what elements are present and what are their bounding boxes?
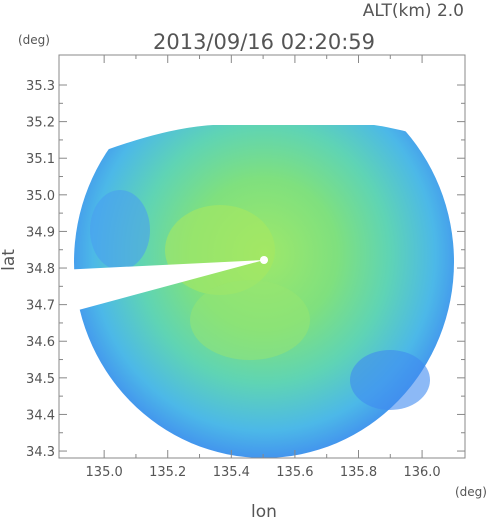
chart-title: 2013/09/16 02:20:59 xyxy=(153,30,375,54)
plot-frame xyxy=(58,54,466,459)
y-tick-label: 34.4 xyxy=(26,408,55,423)
x-tick-label: 135.2 xyxy=(149,465,186,480)
x-tick-label: 135.4 xyxy=(213,465,250,480)
subtitle: ALT(km) 2.0 xyxy=(363,1,464,21)
y-tick-label: 34.8 xyxy=(26,262,55,277)
y-tick-label: 34.7 xyxy=(26,299,55,314)
x-axis-label: lon xyxy=(251,502,277,521)
y-tick-label: 35.0 xyxy=(26,189,55,204)
x-tick-label: 135.6 xyxy=(276,465,313,480)
y-tick-label: 35.3 xyxy=(26,79,55,94)
x-tick-label: 136.0 xyxy=(403,465,440,480)
y-unit: (deg) xyxy=(18,33,50,47)
x-tick-label: 135.0 xyxy=(86,465,123,480)
y-axis-label: lat xyxy=(0,249,19,271)
x-unit: (deg) xyxy=(455,485,487,499)
y-tick-label: 34.6 xyxy=(26,335,55,350)
radar-site xyxy=(260,256,268,264)
y-tick-label: 34.5 xyxy=(26,372,55,387)
y-tick-label: 34.3 xyxy=(26,445,55,460)
y-tick-label: 35.2 xyxy=(26,116,55,131)
y-tick-label: 34.9 xyxy=(26,225,55,240)
radar-field xyxy=(59,55,465,458)
x-tick-label: 135.8 xyxy=(340,465,377,480)
y-tick-label: 35.1 xyxy=(26,152,55,167)
